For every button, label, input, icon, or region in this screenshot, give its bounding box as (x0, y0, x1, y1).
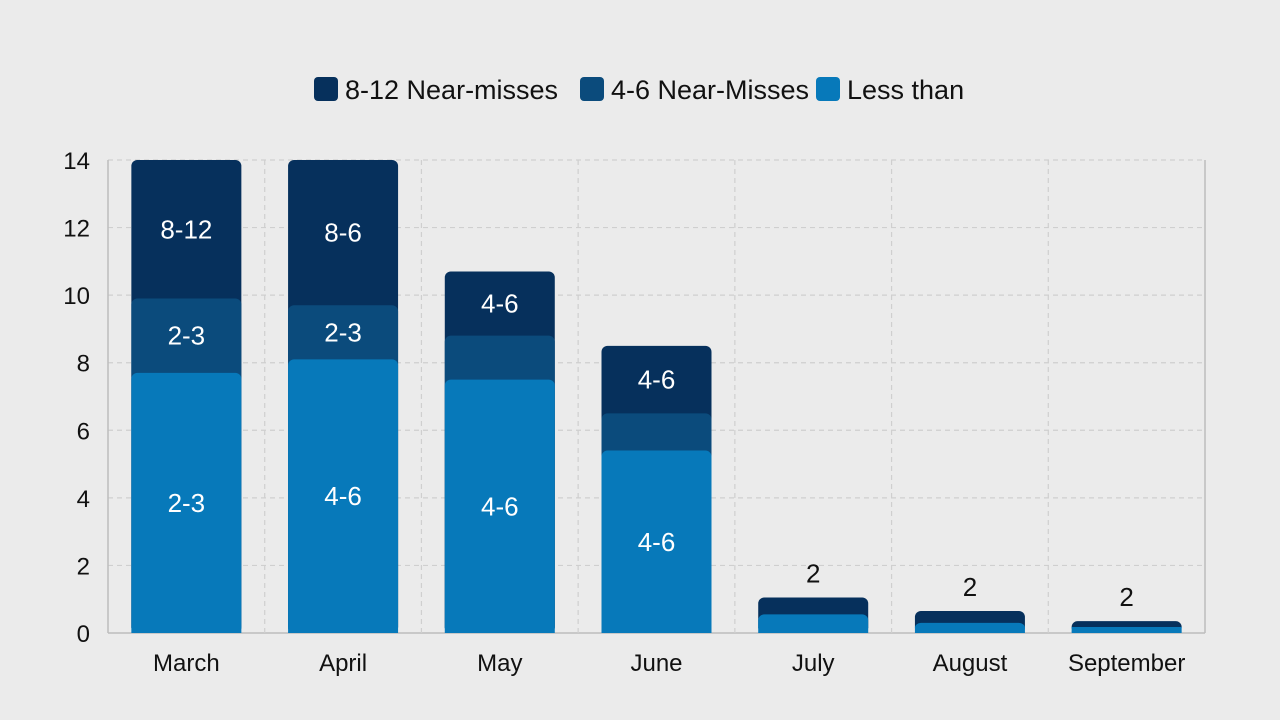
bar-segment-label: 4-6 (638, 365, 676, 395)
bar-segment (444, 379, 555, 633)
x-category-label: August (933, 650, 1008, 677)
bar-segment (601, 450, 712, 633)
bar-base (131, 627, 242, 633)
x-category-label: March (153, 650, 220, 677)
bar-segment-label: 4-6 (481, 289, 519, 319)
y-axis-ticks: 0 2 4 6 8 10 12 14 (63, 148, 90, 648)
y-tick-label: 14 (63, 148, 90, 175)
bar-segment (131, 372, 242, 633)
bar-segment (288, 359, 399, 633)
y-tick-label: 0 (77, 621, 90, 648)
bar-base (758, 627, 869, 633)
x-category-label: September (1068, 650, 1185, 677)
x-axis-categories: March April May June July August September (153, 650, 1185, 677)
bar-segment-label: 4-6 (638, 527, 676, 557)
bar-segment-label: 8-6 (324, 218, 362, 248)
bar-segment-label: 2-3 (168, 488, 206, 518)
legend-label: Less than (847, 75, 964, 105)
bar-segment-label: 4-6 (324, 481, 362, 511)
y-tick-label: 6 (77, 418, 90, 445)
x-category-label: June (630, 650, 682, 677)
legend-swatch (314, 77, 338, 101)
legend-label: 8-12 Near-misses (345, 75, 558, 105)
bar-base (914, 627, 1025, 633)
y-tick-label: 2 (77, 553, 90, 580)
bar-base (444, 627, 555, 633)
legend-swatch (816, 77, 840, 101)
x-category-label: May (477, 650, 522, 677)
bar-segment-label: 2-3 (168, 321, 206, 351)
x-category-label: April (319, 650, 367, 677)
y-tick-label: 4 (77, 486, 90, 513)
y-tick-label: 12 (63, 216, 90, 243)
bar-base (1071, 627, 1182, 633)
y-tick-label: 8 (77, 351, 90, 378)
bar-segment-label: 8-12 (160, 214, 212, 244)
legend-label: 4-6 Near-Misses (611, 75, 809, 105)
bar-segment-label: 2-3 (324, 317, 362, 347)
x-category-label: July (792, 650, 835, 677)
legend: 8-12 Near-misses 4-6 Near-Misses Less than (314, 75, 964, 105)
bar-total-label: 2 (1119, 582, 1133, 612)
y-tick-label: 10 (63, 283, 90, 310)
bars: 2-3 2-3 8-12 4-6 2-3 8-6 4-6 4-6 4-6 4-6 2 2 2 (131, 160, 1182, 633)
bar-base (601, 627, 712, 633)
bar-segment-label: 4-6 (481, 491, 519, 521)
bar-total-label: 2 (806, 559, 820, 589)
legend-swatch (580, 77, 604, 101)
bar-base (288, 627, 399, 633)
bar-total-label: 2 (963, 572, 977, 602)
